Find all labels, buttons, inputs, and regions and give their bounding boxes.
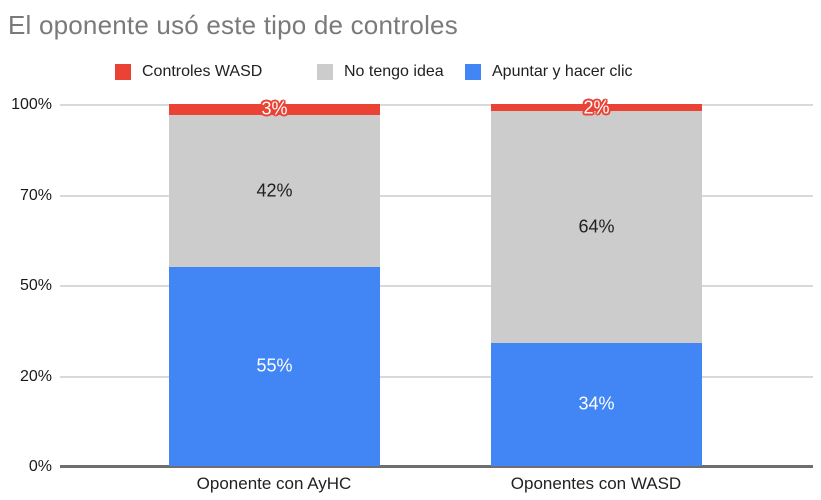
legend-swatch-gray [317,64,333,80]
x-axis-labels: Oponente con AyHC Oponentes con WASD [0,474,821,496]
x-axis-line [60,465,813,468]
plot-area: 3% 42% 55% 2% 64% 34% [60,97,813,468]
gridline [60,285,813,287]
y-tick-20: 20% [19,367,52,385]
segment-value-label: 42% [256,180,293,201]
stacked-bar-1: 2% 64% 34% [491,97,702,466]
y-axis: 100% 70% 50% 20% 0% [0,96,52,475]
bar-segment: 42% [169,114,380,267]
chart-title: El oponente usó este tipo de controles [8,10,458,40]
legend-item-controles-wasd: Controles WASD [115,62,262,82]
legend-item-no-tengo-idea: No tengo idea [317,62,444,82]
y-tick-100: 100% [11,96,52,113]
segment-value-label: 34% [578,393,615,414]
bar-segment: 34% [491,342,702,466]
segment-value-label: 2% [583,97,610,118]
segment-value-label: 55% [256,355,293,376]
bar-segment: 55% [169,266,380,466]
bar-segment: 2% [491,97,702,117]
category-label-oponentes-con-wasd: Oponentes con WASD [510,474,682,493]
y-tick-50: 50% [19,277,52,294]
bar-segment: 3% [169,99,380,119]
legend-label: Apuntar y hacer clic [492,63,633,80]
bar-segment: 64% [491,111,702,343]
segment-value-label: 64% [578,216,615,237]
legend-swatch-blue [465,64,481,80]
y-tick-70: 70% [19,186,52,204]
gridline [60,104,813,106]
legend-label: No tengo idea [344,63,444,80]
segment-value-label: 3% [261,98,288,119]
gridline [60,194,813,197]
legend-swatch-red [115,64,131,80]
y-tick-0: 0% [28,458,52,475]
legend: Controles WASD No tengo idea Apuntar y h… [0,62,821,84]
legend-label: Controles WASD [142,63,263,80]
legend-item-apuntar-y-hacer-clic: Apuntar y hacer clic [465,62,633,82]
stacked-bar-0: 3% 42% 55% [169,99,380,466]
gridline [60,375,813,378]
category-label-oponente-con-ayhc: Oponente con AyHC [196,474,352,493]
